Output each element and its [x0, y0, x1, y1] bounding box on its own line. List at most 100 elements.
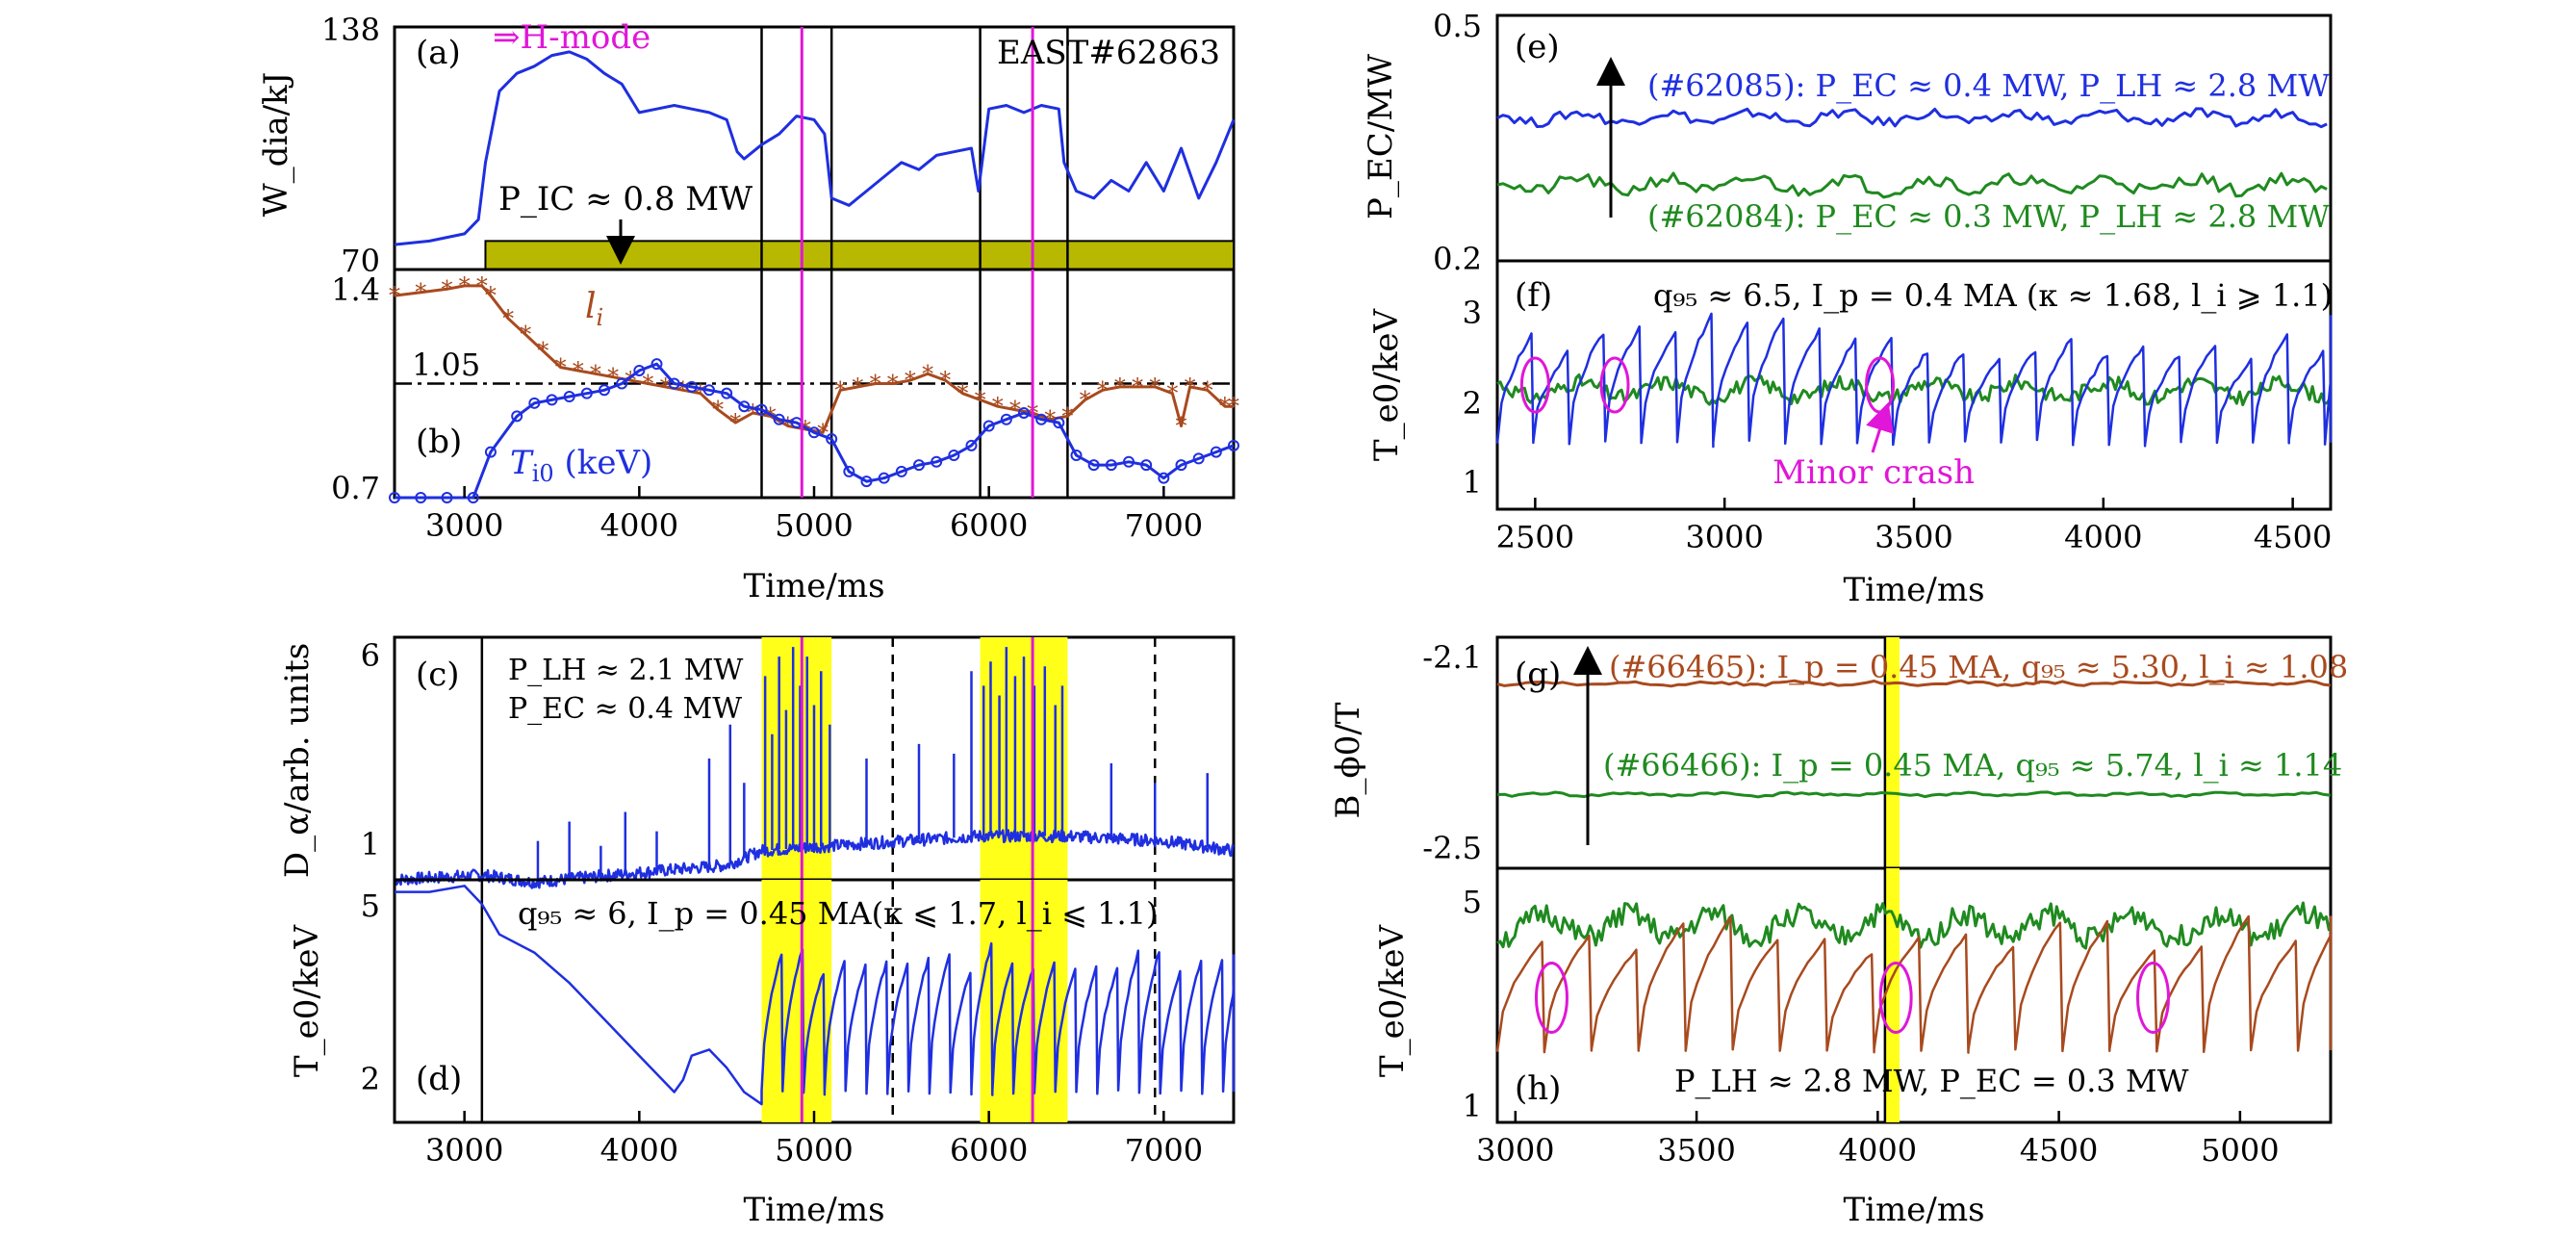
panel-b-xtick-label-1: 4000 — [600, 507, 678, 544]
panel-b-xtick-label-4: 7000 — [1125, 507, 1203, 544]
li-point: * — [729, 409, 741, 436]
ti0-point — [1175, 459, 1187, 472]
te0-green-line — [1496, 901, 2331, 950]
panel-d-xtick-label-0: 3000 — [425, 1132, 503, 1169]
ti0-point — [1087, 459, 1100, 472]
panel-h-params: P_LH ≈ 2.8 MW, P_EC = 0.3 MW — [1674, 1063, 2189, 1099]
panel-b-xtick-label-0: 3000 — [425, 507, 503, 544]
li-point: * — [660, 373, 672, 400]
ti0-point — [599, 384, 610, 397]
li-point: * — [712, 397, 724, 424]
ti0-point — [703, 384, 715, 397]
dalpha-line — [394, 829, 1235, 889]
panel-c: (c) P_LH ≈ 2.1 MW P_EC ≈ 0.4 MW D_α/arb.… — [278, 635, 1236, 889]
li-point: * — [573, 357, 584, 384]
li-point: * — [1149, 373, 1160, 400]
panel-d-params: q₉₅ ≈ 6, I_p = 0.45 MA(κ ⩽ 1.7, l_i ⩽ 1.… — [518, 895, 1158, 932]
panel-b-label: (b) — [416, 423, 462, 461]
panel-b-ytick-top: 1.4 — [331, 271, 380, 308]
panel-b-xtick-label-2: 5000 — [775, 507, 853, 544]
ti0-point — [773, 413, 785, 425]
ti0-point — [755, 403, 768, 416]
crash-ellipse-2 — [1865, 356, 1896, 414]
panel-a: (a) ⇒H-mode EAST#62863 P_IC ≈ 0.8 MW W_d… — [257, 12, 1236, 279]
panel-g-label: (g) — [1515, 656, 1561, 694]
panel-f-xtick-label-2: 3500 — [1875, 519, 1952, 555]
li-point: * — [939, 367, 951, 394]
li-point: * — [1097, 376, 1109, 403]
crash-ellipse-2 — [2136, 961, 2171, 1034]
panel-b: * * * * ****** * * * * * * * ** * * * * * ** * * * * * * * * * * * ** *… — [331, 268, 1239, 605]
li-point: * — [765, 402, 777, 429]
li-point: * — [1166, 380, 1178, 407]
panel-e-blue-label: (#62085): P_EC ≈ 0.4 MW, P_LH ≈ 2.8 MW — [1647, 67, 2330, 104]
panel-g: (g) (#66465): I_p = 0.45 MA, q₉₅ ≈ 5.30,… — [1329, 635, 2348, 870]
highlight-band-0 — [1884, 868, 1900, 1122]
panel-c-ytick-bottom: 1 — [361, 826, 380, 862]
panel-g-ytick-top: -2.1 — [1422, 639, 1482, 676]
panel-e-label: (e) — [1515, 28, 1560, 66]
ti0-point — [826, 433, 838, 446]
li-point: * — [887, 371, 899, 398]
te0-brown-line — [1495, 914, 2333, 1054]
ti0-point — [546, 394, 558, 406]
panel-a-pic: P_IC ≈ 0.8 MW — [498, 180, 752, 219]
li-point: * — [502, 305, 514, 332]
li-point: * — [852, 373, 863, 400]
li-point: * — [607, 364, 619, 391]
panel-b-ti-label: Ti0 (keV) — [510, 444, 652, 487]
ti0-point — [721, 387, 733, 399]
ti0-point — [931, 455, 943, 468]
ti0-point — [1053, 417, 1065, 429]
panel-h-xtick-label-0: 3000 — [1476, 1132, 1554, 1169]
panel-g-ylabel: B_ϕ0/T — [1329, 702, 1367, 818]
panel-c-ylabel: D_α/arb. units — [278, 643, 317, 878]
panel-h-xtick-label-4: 5000 — [2201, 1132, 2279, 1169]
panel-f-ytick-2: 2 — [1463, 385, 1482, 422]
panel-a-ylabel: W_dia/kJ — [257, 72, 295, 218]
panel-f-ytick-3: 3 — [1463, 295, 1482, 331]
panel-f-ylabel: T_e0/keV — [1367, 307, 1406, 461]
li-point: * — [905, 367, 916, 394]
ti0-line — [395, 362, 1235, 500]
panel-h-label: (h) — [1515, 1069, 1561, 1108]
panel-gh-xlabel: Time/ms — [1843, 1191, 1984, 1229]
ti0-point — [1035, 413, 1048, 425]
li-point: * — [415, 279, 426, 306]
crash-ellipse-0 — [1534, 961, 1569, 1034]
panel-d-label: (d) — [416, 1060, 462, 1098]
panel-f-xtick-label-4: 4500 — [2254, 519, 2332, 555]
panel-f-crash-arrow — [1866, 401, 1894, 453]
panel-e-ytick-bottom: 0.2 — [1433, 241, 1482, 277]
li-point: * — [956, 380, 968, 407]
ti0-point — [467, 492, 479, 503]
li-point: * — [485, 282, 497, 309]
li-point: * — [520, 322, 531, 348]
li-point: * — [555, 354, 567, 381]
highlight-band-0 — [1884, 637, 1900, 868]
panel-d-ytick-top: 5 — [361, 888, 380, 924]
bphi-line-0 — [1496, 679, 2332, 688]
ti0-point — [484, 446, 497, 458]
pec-line-1 — [1496, 171, 2328, 199]
li-point: * — [1176, 413, 1187, 440]
panel-f-label: (f) — [1515, 276, 1552, 315]
panel-f-crash-label: Minor crash — [1773, 453, 1975, 492]
panel-c-label: (c) — [416, 656, 460, 694]
ti0-point — [965, 439, 978, 451]
li-point: * — [975, 386, 986, 413]
panel-g-green-label: (#66466): I_p = 0.45 MA, q₉₅ ≈ 5.74, l_i… — [1603, 747, 2342, 784]
panel-h-ytick-bottom: 1 — [1463, 1088, 1482, 1124]
li-point: * — [922, 360, 933, 387]
ti0-point — [633, 364, 646, 376]
ti0-point — [580, 387, 593, 399]
te0-line — [395, 885, 1236, 1106]
panel-d-ytick-bottom: 2 — [361, 1061, 380, 1097]
ti0-point — [1210, 446, 1222, 458]
li-point: * — [1114, 373, 1126, 400]
panel-c-plh: P_LH ≈ 2.1 MW — [508, 654, 743, 687]
li-point: * — [1080, 386, 1091, 413]
panel-d-xtick-label-2: 5000 — [775, 1132, 853, 1169]
li-point: * — [442, 275, 453, 302]
panel-c-pec: P_EC ≈ 0.4 MW — [508, 692, 742, 726]
